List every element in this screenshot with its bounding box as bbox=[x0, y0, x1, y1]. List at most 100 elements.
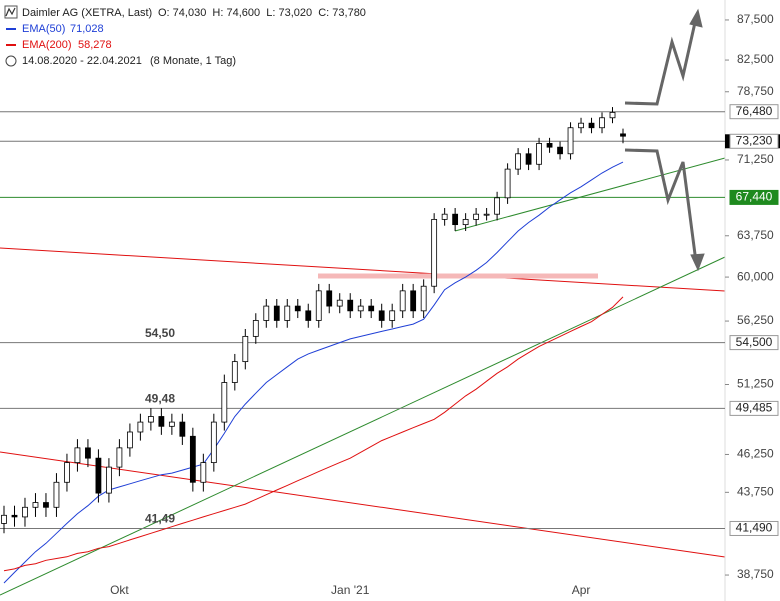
arrowhead bbox=[689, 8, 703, 28]
level-label: 41,490 bbox=[736, 521, 773, 535]
candle-body bbox=[536, 143, 542, 165]
legend-value: 58,278 bbox=[78, 39, 112, 51]
title: Daimler AG (XETRA, Last) bbox=[22, 7, 152, 19]
candle-body bbox=[588, 122, 595, 129]
arrow-up bbox=[624, 17, 698, 106]
period-note: (8 Monate, 1 Tag) bbox=[150, 55, 236, 67]
x-tick-label: Jan '21 bbox=[331, 583, 370, 597]
candle-body bbox=[620, 133, 626, 137]
candle-body bbox=[168, 421, 175, 427]
candle-body bbox=[431, 218, 438, 287]
legend-name: EMA(200) bbox=[22, 39, 72, 51]
candle-body bbox=[578, 122, 584, 129]
candle-body bbox=[53, 481, 60, 508]
candle-body bbox=[420, 285, 427, 312]
candle-body bbox=[399, 290, 406, 312]
candle-body bbox=[95, 457, 102, 494]
candle-body bbox=[515, 153, 521, 170]
candle-body bbox=[609, 112, 616, 119]
candle-body bbox=[504, 168, 511, 199]
candle-body bbox=[74, 447, 81, 464]
plot bbox=[0, 0, 729, 601]
candle-body bbox=[357, 305, 364, 312]
candle-body bbox=[231, 361, 238, 383]
clock-icon bbox=[5, 55, 17, 67]
candle-body bbox=[452, 213, 459, 226]
level-label-box bbox=[729, 400, 779, 416]
candle-body bbox=[567, 127, 574, 155]
y-tick-label: 71,250 bbox=[737, 152, 774, 166]
arrow-down bbox=[624, 148, 698, 263]
candle-body bbox=[242, 335, 249, 363]
y-tick-label: 60,000 bbox=[737, 269, 774, 283]
level-label-box bbox=[729, 104, 779, 120]
level-note: 49,48 bbox=[145, 392, 175, 406]
candle-body bbox=[336, 299, 343, 307]
legend-name: EMA(50) bbox=[22, 23, 65, 35]
candle-body bbox=[315, 290, 322, 321]
candle-body bbox=[557, 146, 563, 155]
y-tick-label: 43,750 bbox=[737, 485, 774, 499]
level-label: 49,485 bbox=[736, 401, 773, 415]
candle-body bbox=[106, 466, 112, 494]
candle-body bbox=[599, 117, 605, 129]
candle-body bbox=[32, 502, 39, 508]
level-note: 41,49 bbox=[145, 512, 175, 526]
candle-body bbox=[441, 213, 448, 220]
candle-body bbox=[347, 299, 354, 312]
candle-body bbox=[147, 416, 154, 423]
candle-body bbox=[368, 305, 375, 312]
candle-body bbox=[11, 514, 18, 518]
level-label-box bbox=[729, 520, 779, 536]
candle-body bbox=[389, 310, 396, 321]
level-label: 54,500 bbox=[736, 335, 773, 349]
scenario-arrows bbox=[624, 8, 705, 272]
candle-body bbox=[158, 416, 165, 427]
candle-body bbox=[221, 382, 228, 423]
candle-body bbox=[210, 421, 217, 464]
candle-body bbox=[22, 506, 28, 518]
arrowhead bbox=[690, 253, 705, 272]
candle-body bbox=[263, 305, 270, 321]
candle-body bbox=[410, 290, 417, 312]
candle-body bbox=[462, 218, 469, 226]
candle-body bbox=[126, 431, 133, 449]
legend: Daimler AG (XETRA, Last) O: 74,030 H: 74… bbox=[4, 5, 366, 67]
trend-line bbox=[0, 247, 726, 292]
level-note: 54,50 bbox=[145, 326, 175, 340]
chart-icon bbox=[5, 7, 16, 17]
trend-line bbox=[0, 451, 726, 558]
candle-body bbox=[64, 462, 70, 483]
candle-body bbox=[43, 502, 49, 508]
level-label-box bbox=[729, 189, 779, 205]
candle-body bbox=[483, 213, 490, 216]
y-tick-label: 51,250 bbox=[737, 377, 774, 391]
y-tick-label: 63,750 bbox=[737, 228, 774, 242]
y-tick-label: 56,250 bbox=[737, 313, 774, 327]
period: 14.08.2020 - 22.04.2021 bbox=[22, 55, 142, 67]
candle-body bbox=[137, 421, 144, 433]
x-tick-label: Okt bbox=[110, 583, 129, 597]
candle-body bbox=[546, 143, 553, 148]
legend-value: 71,028 bbox=[70, 23, 104, 35]
candle-body bbox=[473, 213, 480, 220]
y-tick-label: 46,250 bbox=[737, 447, 774, 461]
candle-body bbox=[85, 447, 91, 459]
candle-body bbox=[284, 305, 291, 321]
y-tick-label: 87,500 bbox=[737, 12, 774, 26]
candle-body bbox=[326, 290, 333, 307]
candle-body bbox=[525, 153, 532, 165]
level-label: 73,230 bbox=[736, 133, 773, 147]
candle-body bbox=[189, 435, 196, 483]
y-tick-label: 78,750 bbox=[737, 84, 774, 98]
candle-body bbox=[494, 197, 501, 215]
level-label: 76,480 bbox=[736, 104, 773, 118]
level-label-box bbox=[729, 335, 779, 351]
candle-body bbox=[1, 514, 7, 524]
level-label-box bbox=[729, 133, 779, 149]
candle-body bbox=[252, 320, 259, 337]
y-tick-label: 38,750 bbox=[737, 567, 774, 581]
candle-body bbox=[116, 447, 123, 468]
